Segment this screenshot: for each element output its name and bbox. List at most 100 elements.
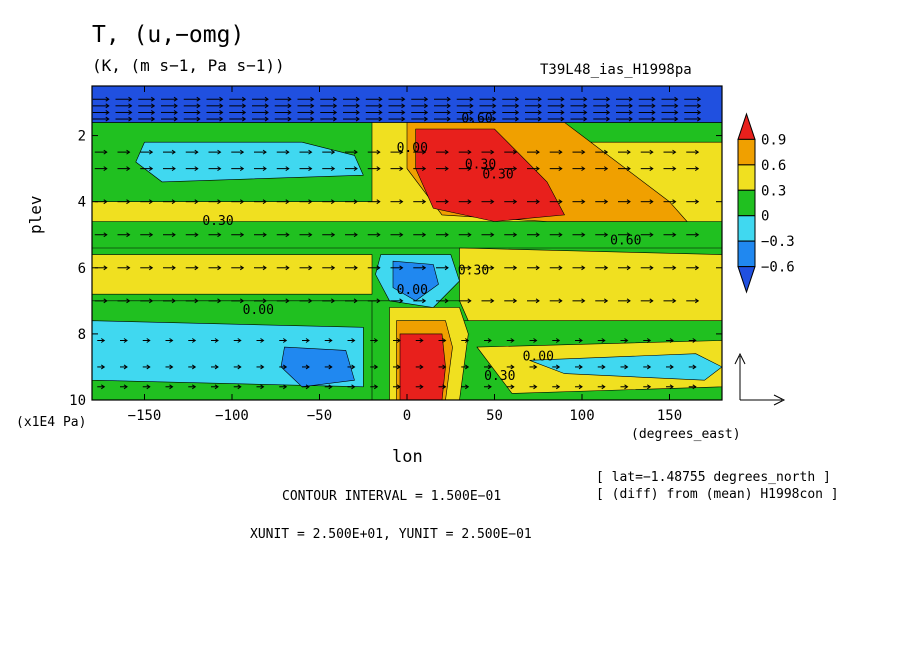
wind-vector-head: [330, 298, 336, 304]
wind-vector-head: [419, 338, 424, 343]
wind-vector-head: [103, 199, 108, 205]
wind-vector-head: [103, 232, 108, 238]
wind-vector-head: [310, 110, 315, 115]
wind-vector-head: [310, 116, 315, 122]
x-tick-label: −100: [215, 408, 249, 424]
colorbar-label: 0.6: [761, 158, 786, 174]
wind-vector-head: [239, 232, 245, 238]
wind-vector-head: [287, 96, 292, 102]
wind-vector-head: [376, 149, 381, 155]
wind-vector-head: [469, 96, 474, 102]
wind-vector-head: [605, 110, 611, 115]
wind-vector-head: [332, 103, 338, 109]
wind-vector-head: [217, 149, 222, 155]
wind-vector-head: [467, 298, 472, 304]
wind-vector-head: [378, 103, 383, 109]
wind-vector-head: [396, 364, 401, 370]
wind-vector-head: [128, 103, 133, 109]
wind-vector-head: [241, 96, 247, 102]
wind-vector-head: [651, 103, 656, 109]
wind-vector-head: [512, 149, 518, 155]
wind-vector-head: [330, 265, 336, 271]
wind-vector-head: [692, 384, 697, 390]
wind-vector-head: [308, 149, 313, 155]
x-axis-label: lon: [392, 447, 423, 467]
wind-vector-head: [194, 232, 199, 238]
wind-vector-head: [423, 110, 429, 115]
wind-vector-head: [219, 96, 224, 102]
wind-vector-head: [196, 103, 201, 109]
wind-vector-head: [173, 103, 178, 109]
contour-label: 0.30: [202, 214, 233, 229]
wind-vector-head: [535, 149, 540, 155]
x-tick-label: 50: [486, 408, 503, 424]
wind-vector-head: [490, 149, 495, 155]
wind-vector-head: [373, 384, 379, 390]
wind-vector-head: [194, 166, 199, 172]
y-axis-unit: (x1E4 Pa): [16, 415, 87, 430]
wind-vector-head: [217, 199, 222, 205]
contour-label: 0.30: [482, 168, 513, 183]
contour-region-14: [280, 346, 355, 388]
wind-vector-head: [578, 364, 583, 370]
wind-vector-head: [287, 103, 292, 109]
wind-vector-head: [601, 384, 606, 390]
wind-vector-head: [401, 96, 406, 102]
wind-vector-head: [651, 116, 656, 122]
wind-vector-head: [649, 149, 654, 155]
wind-vector-head: [514, 96, 520, 102]
wind-vector-head: [351, 384, 356, 390]
wind-vector-head: [605, 116, 611, 122]
contour-label: 0.00: [243, 303, 274, 318]
wind-vector-head: [353, 232, 358, 238]
colorbar-label: −0.3: [761, 234, 795, 250]
wind-vector-head: [376, 166, 381, 172]
x-tick-label: 0: [403, 408, 411, 424]
wind-vector-head: [558, 265, 563, 271]
wind-vector-head: [146, 384, 151, 390]
contour-region-4: [92, 254, 373, 295]
contour-label: 0.60: [461, 111, 492, 126]
wind-vector-head: [128, 110, 133, 115]
wind-vector-head: [696, 96, 702, 102]
wind-vector-head: [578, 384, 583, 390]
wind-vector-head: [146, 338, 151, 343]
y-tick-label: 2: [78, 129, 86, 145]
wind-vector-head: [173, 96, 178, 102]
wind-vector-head: [672, 232, 677, 238]
wind-vector-head: [421, 298, 427, 304]
wind-vector-head: [401, 110, 406, 115]
colorbar-label: 0.3: [761, 183, 786, 199]
wind-vector-head: [490, 298, 495, 304]
x-tick-label: −150: [128, 408, 162, 424]
wind-vector-head: [537, 103, 542, 109]
wind-vector-head: [601, 364, 606, 370]
wind-vector-head: [171, 149, 176, 155]
wind-vector-head: [282, 338, 288, 343]
wind-vector-head: [401, 103, 406, 109]
wind-vector-head: [123, 338, 128, 343]
wind-vector-head: [262, 149, 267, 155]
wind-vector-head: [260, 338, 265, 343]
wind-vector-head: [646, 384, 652, 390]
wind-vector-head: [378, 116, 383, 122]
wind-vector-head: [626, 265, 631, 271]
wind-vector-head: [421, 265, 427, 271]
wind-vector-head: [674, 96, 679, 102]
wind-vector-head: [196, 96, 201, 102]
wind-vector-head: [191, 364, 197, 370]
wind-vector-head: [492, 110, 497, 115]
wind-vector-head: [583, 96, 588, 102]
wind-vector-head: [603, 265, 609, 271]
wind-vector-head: [330, 232, 336, 238]
wind-vector-head: [464, 338, 470, 343]
wind-vector-head: [399, 265, 404, 271]
wind-vector-head: [399, 149, 404, 155]
wind-vector-head: [328, 338, 333, 343]
wind-vector-head: [262, 232, 267, 238]
wind-vector-head: [423, 96, 429, 102]
wind-vector-head: [148, 298, 154, 304]
wind-vector-head: [214, 364, 219, 370]
wind-vector-head: [555, 338, 561, 343]
wind-vector-head: [373, 338, 379, 343]
